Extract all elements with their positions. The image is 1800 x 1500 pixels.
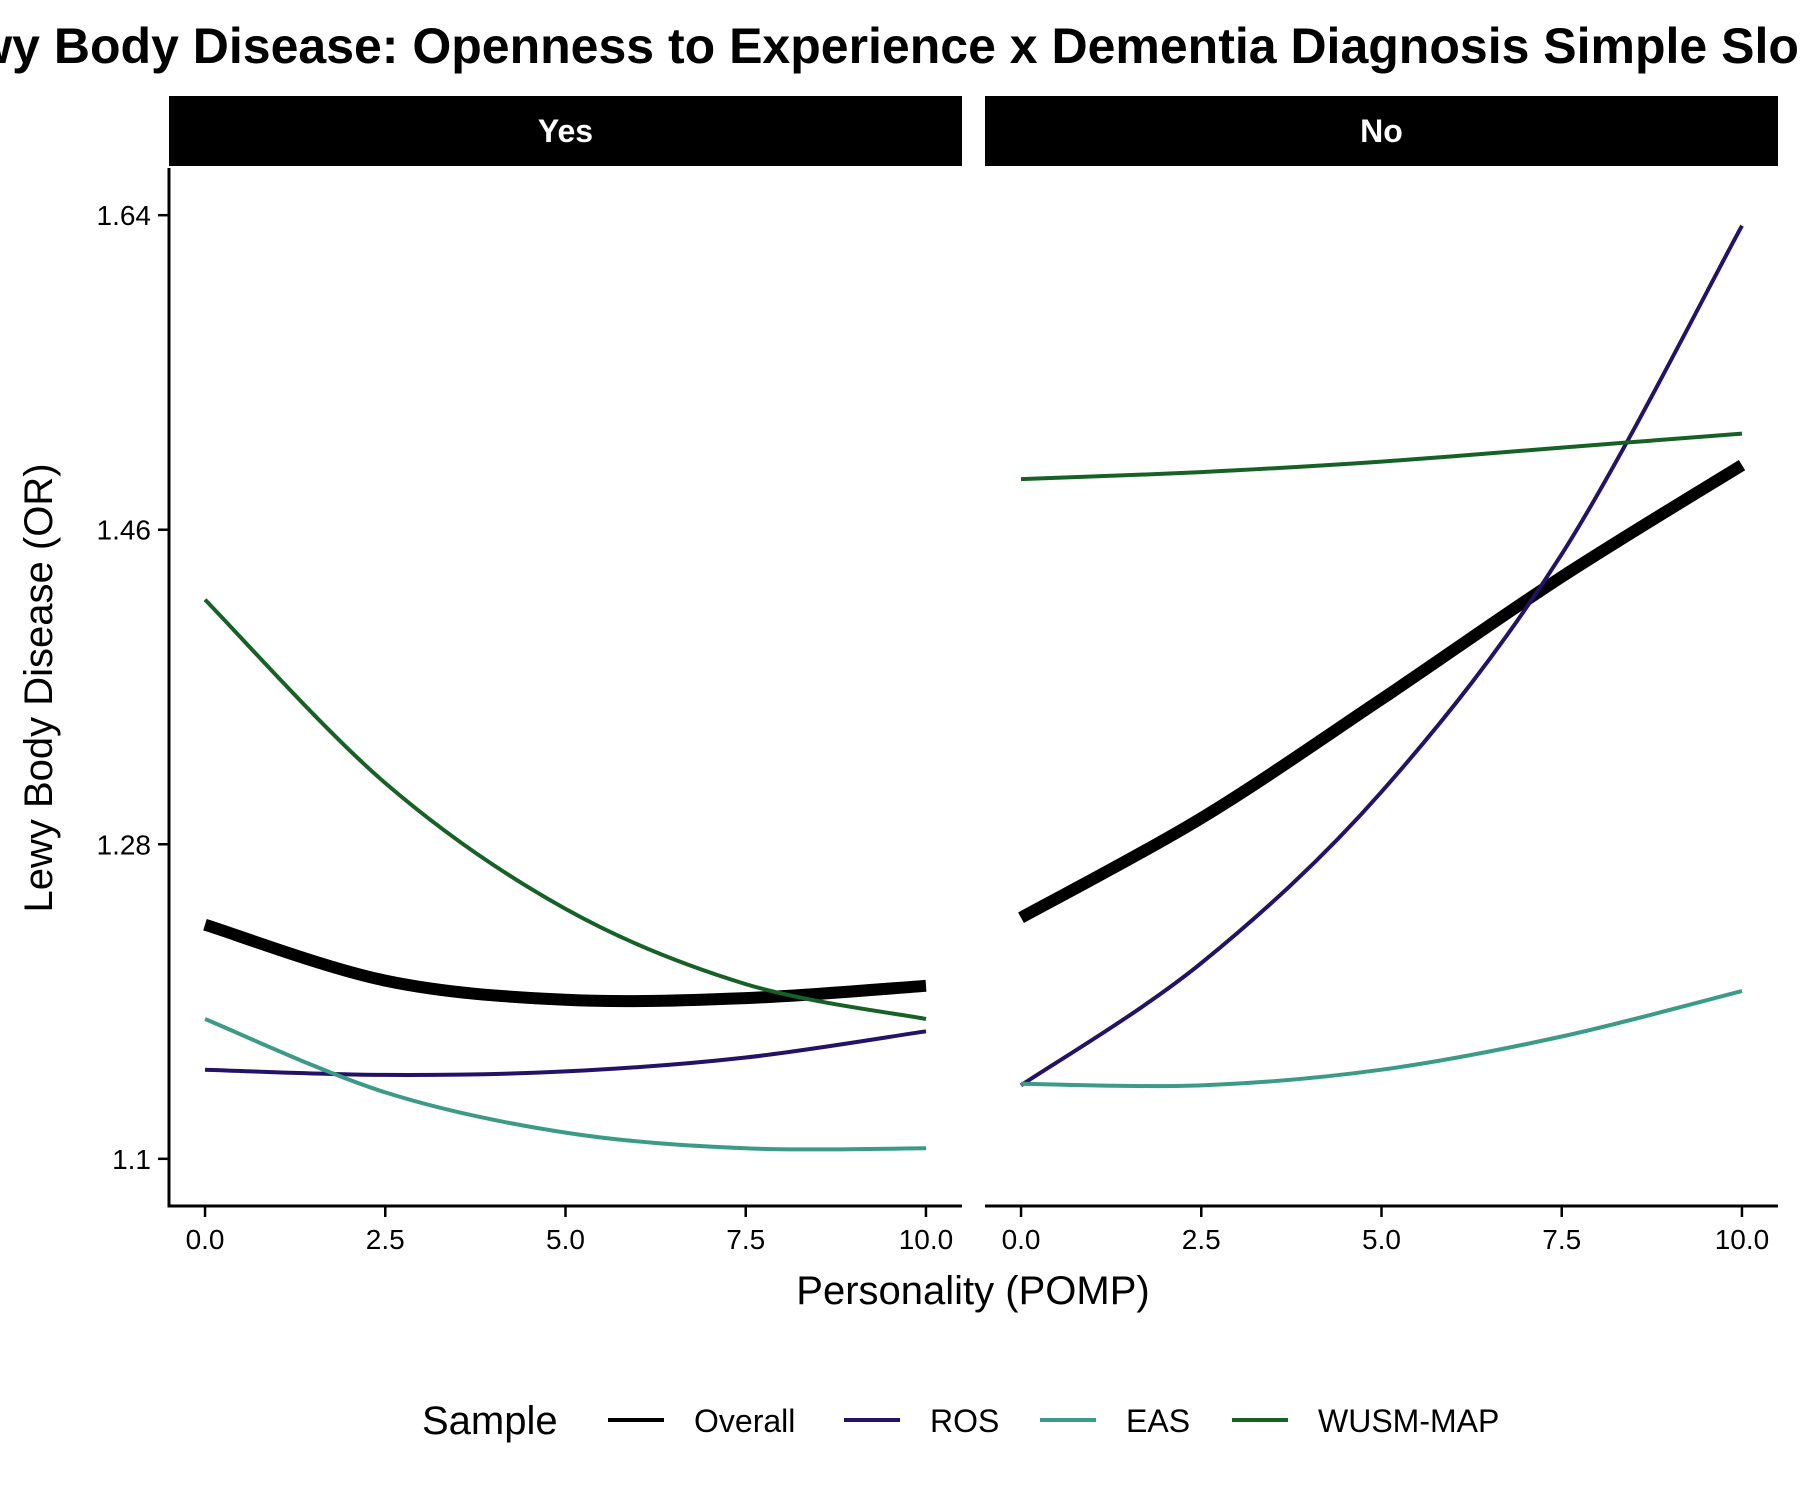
series-line-ros-no (1019, 224, 1744, 1088)
y-tick-label: 1.64 (97, 200, 152, 231)
x-axis-title: Personality (POMP) (796, 1269, 1149, 1313)
legend-item-wusm-map: WUSM-MAP (1232, 1403, 1499, 1439)
facet-strip-no (985, 96, 1778, 166)
chart-title: Lewy Body Disease: Openness to Experienc… (0, 18, 1800, 74)
x-tick-label: 10.0 (899, 1224, 954, 1255)
series-line-eas-yes (204, 1017, 927, 1152)
series-line-eas-no (1020, 989, 1743, 1089)
x-tick-label: 2.5 (1182, 1224, 1221, 1255)
legend-label: Overall (694, 1403, 795, 1439)
series-line-wusm-map-no (1020, 431, 1743, 482)
facet-strip-yes (169, 96, 962, 166)
x-tick-label: 5.0 (546, 1224, 585, 1255)
series-line-overall-yes (203, 918, 927, 1008)
x-tick-label: 0.0 (1002, 1224, 1041, 1255)
facet-strip-label: Yes (538, 113, 593, 149)
x-tick-label: 5.0 (1362, 1224, 1401, 1255)
series-line-ros-yes (204, 1029, 927, 1077)
x-tick-label: 0.0 (186, 1224, 225, 1255)
x-tick-label: 2.5 (366, 1224, 405, 1255)
legend-label: EAS (1126, 1403, 1190, 1439)
y-tick-label: 1.1 (112, 1144, 151, 1175)
legend-item-overall: Overall (608, 1403, 795, 1439)
series-line-wusm-map-yes (203, 598, 927, 1021)
legend-item-eas: EAS (1040, 1403, 1190, 1439)
x-tick-label: 10.0 (1715, 1224, 1770, 1255)
series-line-overall-no (1018, 459, 1746, 923)
facet-panel-no: No 0.0 2.5 5.0 7.5 10.0 (985, 96, 1778, 1255)
y-axis-title: Lewy Body Disease (OR) (17, 463, 61, 912)
legend-item-ros: ROS (844, 1403, 999, 1439)
legend: Sample Overall ROS EAS WUSM-MAP (422, 1399, 1499, 1443)
x-tick-label: 7.5 (1542, 1224, 1581, 1255)
y-tick-label: 1.46 (97, 515, 152, 546)
facet-strip-label: No (1360, 113, 1403, 149)
legend-label: ROS (930, 1403, 999, 1439)
x-tick-label: 7.5 (726, 1224, 765, 1255)
legend-title: Sample (422, 1399, 558, 1443)
facet-panels: Yes 0.0 2.5 5.0 7.5 10.0 1.1 1.28 1.46 1.64 No 0.0 2… (97, 96, 1778, 1255)
legend-label: WUSM-MAP (1318, 1403, 1499, 1439)
y-tick-label: 1.28 (97, 829, 152, 860)
facet-panel-yes: Yes 0.0 2.5 5.0 7.5 10.0 1.1 1.28 1.46 1.64 (97, 96, 962, 1255)
